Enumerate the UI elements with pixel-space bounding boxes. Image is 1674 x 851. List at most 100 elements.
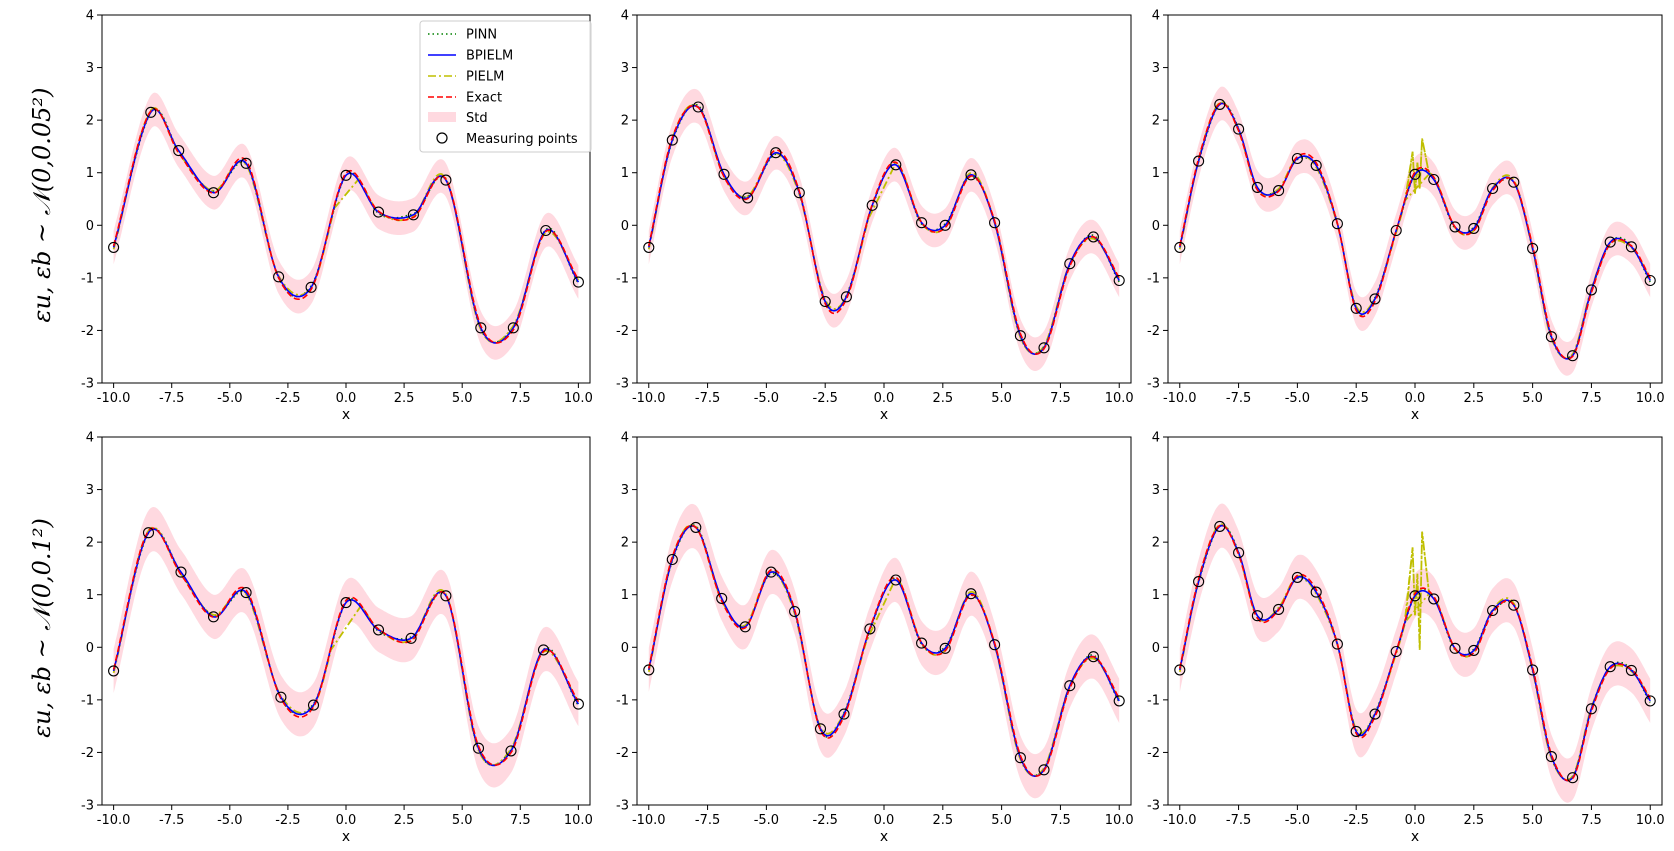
legend-label: PINN	[466, 28, 497, 43]
legend-label: Measuring points	[466, 132, 578, 147]
y-tick-label: 0	[86, 219, 94, 234]
y-tick-label: -2	[1147, 746, 1160, 761]
row-label-bottom: εu, εb ~ 𝒩(0,0.1²)	[28, 518, 56, 738]
measuring-point	[1014, 330, 1026, 342]
legend-entry-bpielm: BPIELM	[428, 49, 513, 64]
measuring-point	[1428, 173, 1440, 186]
legend-entry-pielm: PIELM	[428, 70, 504, 85]
y-tick-label: 4	[1152, 431, 1160, 446]
measuring-point	[1087, 231, 1099, 243]
measuring-point	[1310, 586, 1322, 598]
y-tick-label: 2	[621, 536, 629, 551]
x-axis-label: x	[342, 829, 350, 845]
measuring-point	[440, 590, 452, 602]
measuring-point	[965, 588, 977, 600]
x-tick-label: -10.0	[97, 391, 131, 406]
measuring-point	[1233, 123, 1245, 135]
subplot-2-2: -10.0 -7.5 -5.0 -2.5 0.0 2.5 5.0 7.5 10.0 -3 -2 -1 0…	[616, 431, 1134, 846]
x-tick-label: -7.5	[1226, 813, 1251, 828]
subplot-1-2: -10.0 -7.5 -5.0 -2.5 0.0 2.5 5.0 7.5 10.0 -3 -2 -1 0…	[616, 9, 1134, 424]
measuring-point	[1644, 695, 1656, 707]
measuring-point	[1331, 638, 1343, 650]
x-tick-label: 10.0	[1636, 391, 1665, 406]
measuring-point	[1468, 222, 1480, 234]
x-tick-label: -5.0	[217, 813, 242, 828]
x-tick-label: 2.5	[1463, 813, 1484, 828]
measuring-point	[1331, 218, 1343, 230]
measuring-point	[765, 566, 777, 578]
x-tick-label: 0.0	[336, 813, 357, 828]
x-tick-label: 10.0	[564, 391, 593, 406]
x-tick-label: 10.0	[1105, 391, 1134, 406]
y-tick-label: 2	[1152, 114, 1160, 129]
measuring-point	[1644, 274, 1656, 287]
x-tick-label: 0.0	[1405, 391, 1426, 406]
y-tick-label: -1	[81, 693, 94, 708]
measuring-point	[1390, 224, 1402, 237]
x-axis-label: x	[1411, 407, 1419, 423]
x-tick-label: 0.0	[874, 391, 895, 406]
measuring-point	[1604, 661, 1616, 673]
measuring-point	[1508, 599, 1520, 611]
measuring-point	[240, 587, 252, 599]
x-tick-label: -5.0	[1285, 391, 1310, 406]
x-tick-label: 0.0	[874, 813, 895, 828]
measuring-point	[1291, 152, 1303, 165]
measuring-point	[793, 187, 805, 199]
measuring-point	[207, 187, 220, 199]
x-tick-label: -10.0	[632, 813, 666, 828]
measuring-point	[1064, 680, 1076, 692]
measuring-point	[866, 199, 878, 211]
measuring-point	[1369, 708, 1381, 720]
measuring-point	[1604, 236, 1616, 248]
y-tick-label: -1	[616, 693, 629, 708]
measuring-point	[965, 169, 977, 181]
measuring-point	[916, 217, 928, 229]
measuring-point	[770, 147, 782, 159]
measuring-point	[507, 322, 519, 334]
x-tick-label: 5.0	[452, 813, 473, 828]
x-tick-label: -7.5	[695, 391, 720, 406]
legend-entry-std: Std	[428, 111, 488, 126]
measuring-point	[108, 241, 120, 253]
measuring-point	[440, 174, 452, 186]
y-tick-label: -3	[81, 377, 94, 392]
y-tick-label: 3	[621, 61, 629, 76]
measuring-point	[666, 553, 678, 566]
x-tick-label: 10.0	[1105, 813, 1134, 828]
y-tick-label: -1	[1147, 271, 1160, 286]
pielm-line	[112, 526, 580, 767]
x-tick-label: 5.0	[991, 391, 1012, 406]
measuring-point	[819, 295, 831, 308]
x-tick-label: 2.5	[394, 391, 415, 406]
x-tick-label: 2.5	[932, 391, 953, 406]
y-tick-label: 1	[621, 166, 629, 181]
measuring-point	[1273, 185, 1285, 197]
pielm-line	[1178, 523, 1651, 781]
measuring-point	[1508, 176, 1520, 188]
measuring-point	[789, 605, 801, 618]
x-tick-label: -7.5	[695, 813, 720, 828]
measuring-point	[1214, 520, 1226, 532]
measuring-point	[1449, 642, 1461, 654]
measuring-point	[1369, 293, 1381, 305]
y-tick-label: 0	[621, 641, 629, 656]
legend-entry-pinn: PINN	[428, 28, 497, 43]
measuring-point	[989, 639, 1001, 651]
x-tick-label: 5.0	[452, 391, 473, 406]
y-tick-label: -1	[1147, 693, 1160, 708]
measuring-point	[739, 621, 751, 633]
measuring-point	[1193, 576, 1205, 588]
exact-line	[1179, 101, 1651, 360]
legend-entry-measuring-points: Measuring points	[436, 132, 578, 147]
measuring-point	[916, 637, 928, 649]
x-tick-label: -5.0	[754, 813, 779, 828]
x-tick-label: 5.0	[991, 813, 1012, 828]
measuring-point	[1251, 181, 1263, 193]
pielm-line	[1178, 101, 1651, 360]
measuring-point	[240, 157, 252, 169]
measuring-point	[1527, 242, 1539, 254]
x-tick-label: 2.5	[394, 813, 415, 828]
measuring-point	[939, 642, 951, 654]
